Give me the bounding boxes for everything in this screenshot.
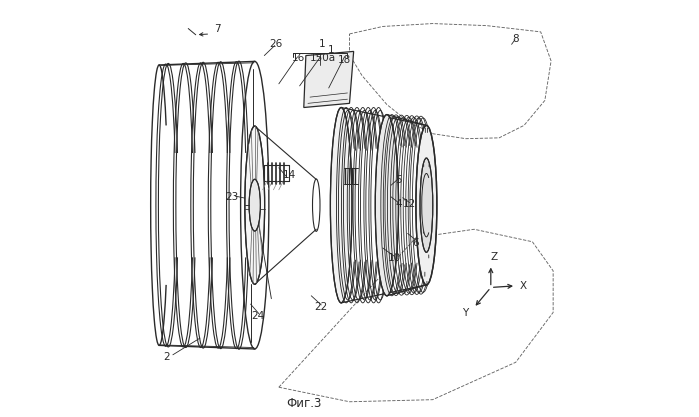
Ellipse shape [416,126,437,285]
Text: 14: 14 [282,170,296,180]
Text: Z: Z [491,252,498,262]
Text: 6: 6 [412,238,419,248]
Text: 5: 5 [395,175,402,185]
Text: 22: 22 [314,302,327,312]
Text: 24: 24 [252,311,265,321]
Polygon shape [304,51,354,108]
Ellipse shape [375,115,398,296]
Text: Фиг.3: Фиг.3 [286,397,322,410]
Text: Y: Y [462,308,468,318]
Ellipse shape [331,108,352,303]
Ellipse shape [245,126,265,284]
Text: 2: 2 [164,352,170,362]
Text: 12: 12 [403,199,417,209]
Text: 1: 1 [319,38,326,48]
Text: 150a: 150a [310,53,336,63]
Text: 1: 1 [328,45,334,55]
Text: 10: 10 [388,254,401,264]
Text: 8: 8 [512,34,519,44]
Text: 18: 18 [338,55,351,65]
Text: 4: 4 [395,199,402,209]
Text: 7: 7 [215,24,221,34]
Ellipse shape [249,179,261,231]
Text: 16: 16 [292,53,305,63]
Ellipse shape [420,158,433,252]
Text: X: X [520,281,527,291]
Text: 26: 26 [269,39,282,49]
Text: 23: 23 [226,192,239,202]
